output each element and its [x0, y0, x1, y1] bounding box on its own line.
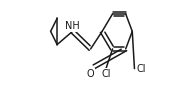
Text: O: O	[87, 69, 94, 79]
Text: NH: NH	[65, 21, 80, 31]
Text: Cl: Cl	[101, 69, 111, 79]
Text: Cl: Cl	[137, 64, 146, 74]
